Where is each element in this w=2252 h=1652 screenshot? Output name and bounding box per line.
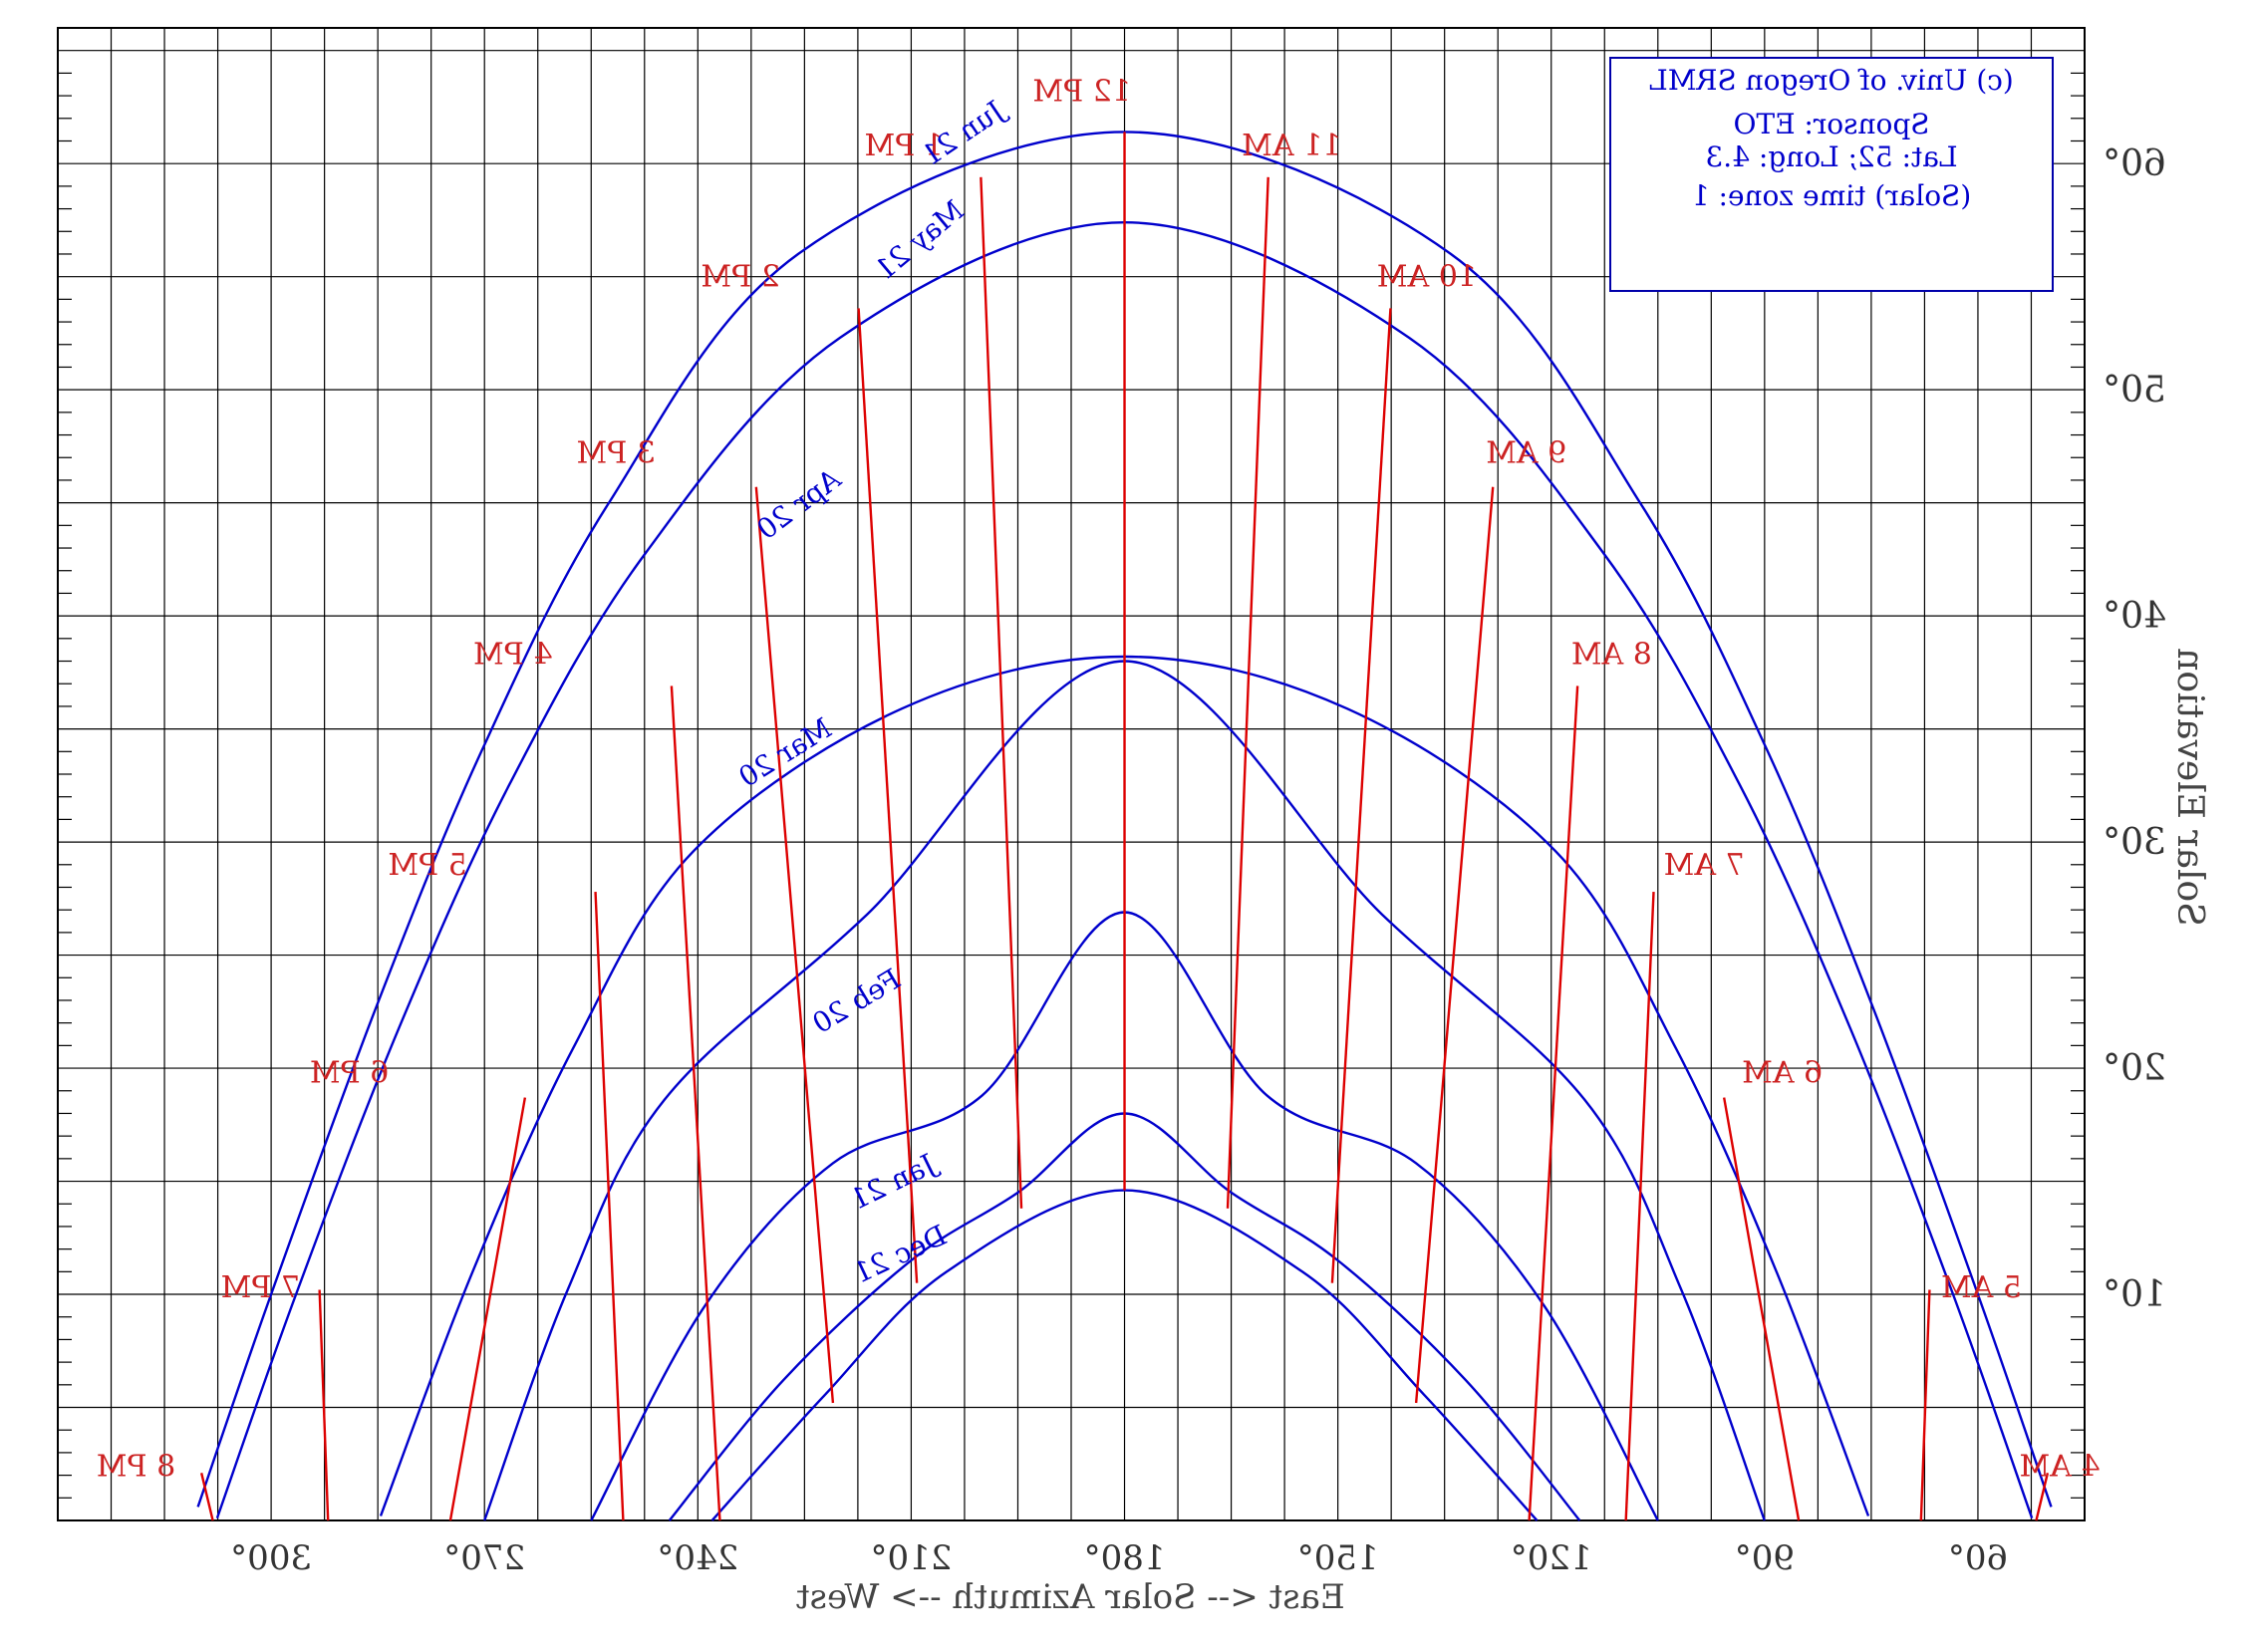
hour-line-9-am <box>1414 486 1495 1404</box>
hour-line-3-pm <box>754 486 835 1404</box>
time-label: 5 PM <box>388 848 467 883</box>
time-label: 10 AM <box>1377 260 1477 295</box>
info-box: (c) Univ. of Oregon SRML Sponsor: ETO La… <box>1609 57 2054 292</box>
x-tick-label: 270° <box>443 1538 525 1578</box>
time-label: 12 PM <box>1032 75 1131 110</box>
time-label: 8 PM <box>97 1450 176 1485</box>
time-label: 9 AM <box>1486 436 1566 471</box>
hour-line-2-pm <box>857 308 919 1283</box>
time-label: 6 AM <box>1742 1056 1823 1091</box>
time-label: 6 PM <box>310 1056 390 1091</box>
date-label: May 21 <box>868 193 970 286</box>
info-box-frame <box>1609 57 2054 292</box>
time-label: 8 AM <box>1571 638 1652 673</box>
hour-line-6-pm <box>448 1097 527 1521</box>
time-label: 4 AM <box>2020 1450 2101 1485</box>
hour-line-4-am <box>2035 1473 2050 1521</box>
x-tick-label: 180° <box>1084 1538 1166 1578</box>
time-label: 7 PM <box>221 1270 301 1305</box>
info-line-3: Lat: 52; Long: 4.3 <box>1705 140 1957 173</box>
hour-line-5-pm <box>594 891 625 1521</box>
y-tick-label: 30° <box>2103 822 2166 863</box>
info-line-1: (c) Univ. of Oregon SRML <box>1649 64 2014 97</box>
y-tick-label: 20° <box>2103 1048 2166 1089</box>
hour-line-4-pm <box>670 686 721 1521</box>
y-tick-label: 50° <box>2103 370 2166 411</box>
hour-line-8-am <box>1528 686 1579 1521</box>
x-tick-label: 150° <box>1297 1538 1379 1578</box>
y-tick-label: 40° <box>2103 596 2166 637</box>
date-label: Jan 21 <box>845 1146 943 1217</box>
x-axis-title: East <-- Solar Azimuth --> West <box>796 1577 1345 1617</box>
hour-line-8-pm <box>199 1473 214 1521</box>
info-line-2: Sponsor: ETO <box>1733 108 1929 140</box>
date-label: Apr 20 <box>750 461 847 546</box>
time-label: 3 PM <box>576 436 656 471</box>
time-label: 5 AM <box>1941 1270 2022 1305</box>
hour-line-7-am <box>1624 891 1655 1521</box>
time-label: 7 AM <box>1664 848 1745 883</box>
labels: 300° 270° 240° 210° 180° 150° 120° 90° 60° 10° 20°… <box>97 75 2166 1578</box>
hour-line-10-am <box>1330 308 1392 1283</box>
hour-line-1-pm <box>980 176 1023 1209</box>
time-label: 11 AM <box>1242 129 1341 163</box>
y-tick-label: 60° <box>2103 143 2166 184</box>
x-tick-label: 300° <box>230 1538 312 1578</box>
x-tick-label: 90° <box>1735 1538 1795 1578</box>
info-line-4: (Solar) time zone: 1 <box>1692 179 1971 212</box>
y-axis-title: Solar Elevation <box>2169 648 2210 927</box>
x-tick-label: 240° <box>657 1538 738 1578</box>
x-tick-label: 210° <box>870 1538 952 1578</box>
hour-line-6-am <box>1722 1097 1801 1521</box>
hour-lines <box>199 132 2050 1521</box>
date-label: Feb 20 <box>807 963 907 1040</box>
y-tick-label: 10° <box>2103 1274 2166 1315</box>
time-label: 1 PM <box>865 129 945 163</box>
date-curve-jun-21 <box>196 131 2053 1508</box>
grid <box>57 27 2086 1521</box>
date-label: Mar 20 <box>733 711 838 794</box>
hour-line-11-am <box>1226 176 1269 1209</box>
hour-line-7-pm <box>318 1289 330 1521</box>
time-label: 2 PM <box>701 260 780 295</box>
time-label: 4 PM <box>473 638 553 673</box>
x-tick-label: 120° <box>1511 1538 1592 1578</box>
x-tick-label: 60° <box>1948 1538 2008 1578</box>
hour-line-5-am <box>1919 1289 1931 1521</box>
